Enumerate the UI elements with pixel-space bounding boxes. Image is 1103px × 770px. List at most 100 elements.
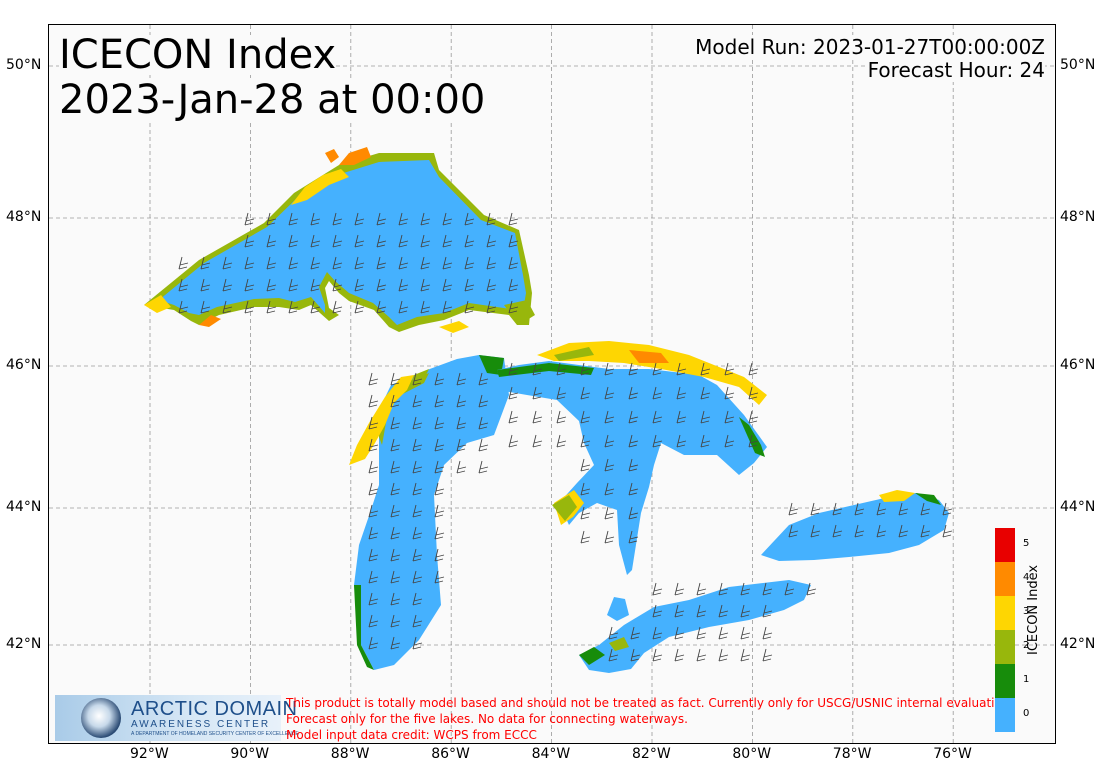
- wind-barb: [442, 234, 453, 248]
- wind-barb: [456, 416, 467, 430]
- wind-barb: [628, 482, 639, 496]
- wind-barb: [390, 614, 401, 628]
- wind-barb: [508, 362, 519, 376]
- wind-barb: [580, 410, 591, 424]
- wind-barb: [762, 648, 773, 662]
- wind-barb: [696, 604, 707, 618]
- wind-barb: [412, 372, 423, 386]
- disclaimer: This product is totally model based and …: [286, 695, 1013, 743]
- wind-barb: [580, 530, 591, 544]
- wind-barb: [652, 626, 663, 640]
- wind-barb: [464, 256, 475, 270]
- wind-barb: [266, 256, 277, 270]
- wind-barb: [288, 256, 299, 270]
- wind-barb: [718, 582, 729, 596]
- longitude-tick-label: 88°W: [330, 746, 370, 762]
- wind-barb: [200, 256, 211, 270]
- wind-barb: [740, 604, 751, 618]
- wind-barb: [832, 502, 843, 516]
- wind-barb: [748, 386, 759, 400]
- wind-barb: [580, 362, 591, 376]
- wind-barb: [434, 570, 445, 584]
- wind-barb: [652, 582, 663, 596]
- wind-barb: [508, 278, 519, 292]
- wind-barb: [398, 300, 409, 314]
- latitude-tick-label: 44°N: [6, 499, 42, 515]
- wind-barb: [740, 648, 751, 662]
- wind-barb: [354, 300, 365, 314]
- map-canvas: [49, 25, 1055, 743]
- wind-barb: [412, 460, 423, 474]
- wind-barb: [748, 362, 759, 376]
- wind-barb: [628, 530, 639, 544]
- wind-barb: [368, 570, 379, 584]
- wind-barb: [412, 394, 423, 408]
- wind-barb: [332, 278, 343, 292]
- wind-barb: [376, 278, 387, 292]
- colorbar-tick-label: 2: [1023, 640, 1030, 651]
- wind-barb: [412, 482, 423, 496]
- wind-barb: [876, 524, 887, 538]
- wind-barb: [456, 372, 467, 386]
- wind-barb: [580, 506, 591, 520]
- latitude-tick-label: 48°N: [1060, 209, 1096, 225]
- wind-barb: [390, 460, 401, 474]
- logo-title: ARCTIC DOMAIN: [131, 698, 298, 720]
- wind-barb: [434, 460, 445, 474]
- longitude-tick-label: 76°W: [933, 746, 972, 762]
- disclaimer-line-3: Model input data credit: WCPS from ECCC: [286, 728, 537, 742]
- longitude-tick-label: 86°W: [431, 746, 470, 762]
- wind-barb: [412, 570, 423, 584]
- longitude-tick-label: 78°W: [832, 746, 872, 762]
- wind-barb: [244, 212, 255, 226]
- wind-barb: [288, 300, 299, 314]
- wind-barb: [244, 256, 255, 270]
- wind-barb: [700, 410, 711, 424]
- wind-barb: [412, 548, 423, 562]
- wind-barb: [310, 234, 321, 248]
- wind-barb: [700, 362, 711, 376]
- wind-barb: [412, 438, 423, 452]
- wind-barb: [390, 570, 401, 584]
- wind-barb: [244, 278, 255, 292]
- wind-barb: [608, 648, 619, 662]
- wind-barb: [412, 416, 423, 430]
- latitude-tick-label: 46°N: [1060, 357, 1096, 373]
- wind-barb: [674, 604, 685, 618]
- wind-barb: [628, 386, 639, 400]
- wind-barb: [508, 300, 519, 314]
- colorbar-swatch: [995, 596, 1015, 630]
- wind-barb: [178, 300, 189, 314]
- wind-barb: [478, 372, 489, 386]
- map-frame: ICECON Index 2023-Jan-28 at 00:00 Model …: [48, 24, 1056, 744]
- lake-huron: [497, 341, 767, 575]
- wind-barb: [532, 362, 543, 376]
- wind-barb: [310, 278, 321, 292]
- wind-barb: [390, 636, 401, 650]
- wind-barb: [920, 502, 931, 516]
- wind-barb: [456, 460, 467, 474]
- wind-barb: [676, 386, 687, 400]
- wind-barb: [652, 410, 663, 424]
- longitude-tick-label: 82°W: [632, 746, 671, 762]
- wind-barb: [332, 234, 343, 248]
- wind-barb: [478, 438, 489, 452]
- wind-barb: [628, 458, 639, 472]
- wind-barb: [288, 234, 299, 248]
- wind-barb: [420, 256, 431, 270]
- wind-barb: [696, 582, 707, 596]
- wind-barb: [442, 278, 453, 292]
- wind-barb: [442, 300, 453, 314]
- wind-barb: [288, 212, 299, 226]
- wind-barb: [456, 438, 467, 452]
- wind-barb: [434, 438, 445, 452]
- wind-barb: [434, 482, 445, 496]
- wind-barbs: [178, 212, 953, 662]
- wind-barb: [532, 386, 543, 400]
- lakes: [144, 147, 949, 673]
- wind-barb: [368, 526, 379, 540]
- wind-barb: [788, 524, 799, 538]
- wind-barb: [652, 362, 663, 376]
- wind-barb: [854, 502, 865, 516]
- wind-barb: [222, 300, 233, 314]
